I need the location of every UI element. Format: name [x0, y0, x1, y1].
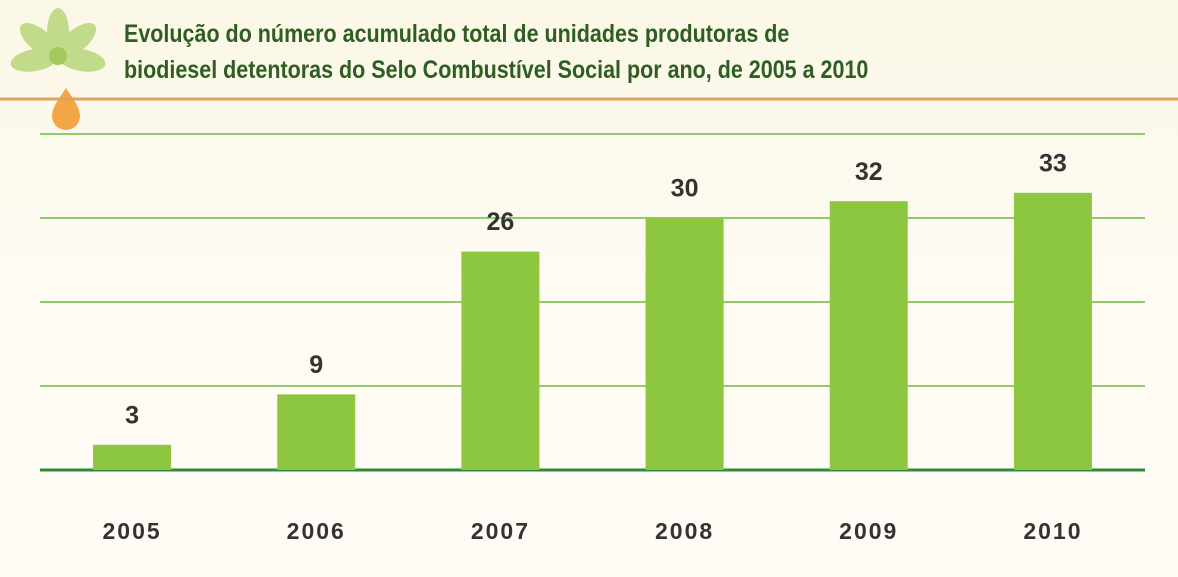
bar: [829, 201, 908, 470]
value-label: 32: [855, 158, 883, 186]
value-label: 26: [487, 208, 515, 236]
value-label: 3: [125, 401, 139, 429]
bar: [93, 444, 172, 470]
value-label: 30: [671, 175, 699, 203]
x-tick-label: 2007: [471, 518, 530, 544]
x-tick-label: 2005: [102, 518, 161, 544]
logo: [10, 8, 106, 130]
x-tick-label: 2008: [655, 518, 714, 544]
bar: [1013, 192, 1092, 471]
bar: [461, 251, 540, 470]
x-tick-label: 2006: [287, 518, 346, 544]
value-label: 9: [309, 351, 323, 379]
chart-title: Evolução do número acumulado total de un…: [124, 20, 869, 84]
bar: [277, 394, 356, 470]
value-label: 33: [1039, 149, 1067, 177]
x-tick-label: 2010: [1023, 518, 1082, 544]
bar: [645, 218, 724, 470]
x-tick-label: 2009: [839, 518, 898, 544]
